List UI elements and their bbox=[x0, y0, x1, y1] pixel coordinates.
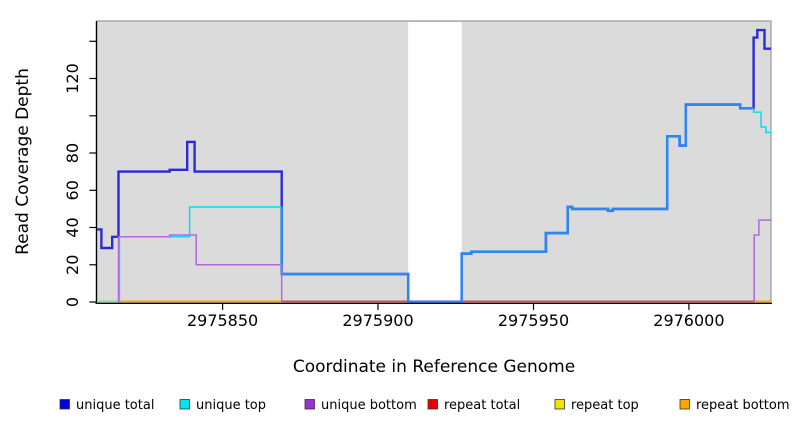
legend-label: unique total bbox=[76, 398, 154, 413]
legend-swatch bbox=[59, 399, 70, 410]
y-tick-label: 80 bbox=[63, 143, 82, 163]
legend-label: unique bottom bbox=[321, 398, 417, 413]
x-tick-label: 2975850 bbox=[187, 311, 258, 330]
y-axis-title: Read Coverage Depth bbox=[13, 68, 33, 255]
legend-swatch bbox=[554, 399, 565, 410]
y-tick-label: 60 bbox=[63, 180, 82, 200]
legend-swatch bbox=[679, 399, 690, 410]
legend-label: unique top bbox=[196, 398, 266, 413]
x-axis-title: Coordinate in Reference Genome bbox=[293, 357, 575, 377]
series-unique-top bbox=[752, 108, 771, 134]
x-tick-label: 2975900 bbox=[342, 311, 413, 330]
series-unique-bottom bbox=[117, 234, 283, 302]
legend-label: repeat top bbox=[571, 398, 639, 413]
legend-swatch bbox=[427, 399, 438, 410]
series-unique-top bbox=[280, 103, 754, 304]
x-tick-label: 2975950 bbox=[498, 311, 569, 330]
legend-label: repeat bottom bbox=[696, 398, 790, 413]
legend-swatch bbox=[179, 399, 190, 410]
coverage-gap-region bbox=[408, 22, 462, 303]
legend-swatch bbox=[304, 399, 315, 410]
y-tick-label: 40 bbox=[63, 217, 82, 237]
x-tick-label: 2976000 bbox=[653, 311, 724, 330]
y-tick-label: 120 bbox=[63, 63, 82, 94]
y-tick-label: 0 bbox=[63, 297, 82, 307]
legend-label: repeat total bbox=[444, 398, 520, 413]
y-tick-label: 20 bbox=[63, 255, 82, 275]
series-unique-bottom bbox=[753, 219, 771, 302]
